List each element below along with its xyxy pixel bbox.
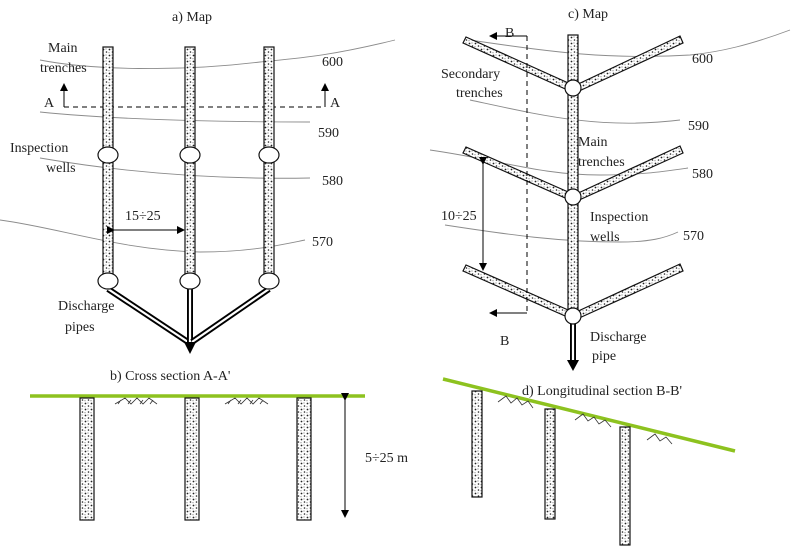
label-secondary-trenches-c-1: Secondary bbox=[441, 67, 500, 82]
inspection-well-a-5 bbox=[179, 272, 201, 290]
soil-hatch-d-1 bbox=[497, 395, 534, 409]
secondary-trench-c-3-left bbox=[462, 264, 576, 320]
contour-label-590-a: 590 bbox=[318, 126, 339, 141]
contour-600-c bbox=[469, 29, 791, 57]
label-main-trenches-a-2: trenches bbox=[40, 61, 87, 76]
trench-section-b-1 bbox=[79, 397, 95, 521]
inspection-well-a-3 bbox=[258, 146, 280, 164]
label-discharge-pipe-c-1: Discharge bbox=[590, 330, 647, 345]
label-inspection-wells-c-2: wells bbox=[590, 230, 620, 245]
contour-label-570-c: 570 bbox=[683, 229, 704, 244]
inspection-well-c-3 bbox=[564, 307, 582, 325]
ground-line-d bbox=[442, 377, 736, 453]
spacing-label-a: 15÷25 bbox=[125, 209, 161, 224]
contour-600-a bbox=[39, 39, 396, 70]
trench-section-d-2 bbox=[544, 408, 556, 520]
soil-hatch-d-2 bbox=[574, 413, 612, 428]
main-trench-c bbox=[567, 34, 579, 311]
inspection-well-a-6 bbox=[258, 272, 280, 290]
inspection-well-c-1 bbox=[564, 79, 582, 97]
inspection-well-a-1 bbox=[97, 146, 119, 164]
section-label-a-left: A bbox=[44, 96, 55, 111]
contour-label-570-a: 570 bbox=[312, 235, 333, 250]
label-inspection-wells-a-2: wells bbox=[46, 161, 76, 176]
section-label-a-right: A bbox=[330, 96, 341, 111]
soil-hatch-d-3 bbox=[646, 433, 673, 445]
trench-section-b-3 bbox=[296, 397, 312, 521]
secondary-trench-c-1-left bbox=[462, 36, 576, 93]
contour-590-a bbox=[39, 111, 311, 123]
label-secondary-trenches-c-2: trenches bbox=[456, 86, 503, 101]
label-discharge-pipes-a-2: pipes bbox=[65, 320, 95, 335]
contour-570-c bbox=[444, 224, 679, 243]
contour-label-580-a: 580 bbox=[322, 174, 343, 189]
discharge-arrow-c bbox=[567, 360, 579, 371]
panel-d-title: d) Longitudinal section B-B' bbox=[522, 384, 682, 399]
contour-label-600-a: 600 bbox=[322, 55, 343, 70]
secondary-trench-c-1-right bbox=[573, 35, 684, 93]
panel-b-title: b) Cross section A-A' bbox=[110, 369, 230, 384]
label-discharge-pipe-c-2: pipe bbox=[592, 349, 616, 364]
label-inspection-wells-a-1: Inspection bbox=[10, 141, 68, 156]
label-main-trenches-a-1: Main bbox=[48, 41, 78, 56]
soil-hatch-b-1 bbox=[114, 397, 158, 405]
contour-570-a bbox=[0, 219, 306, 253]
inspection-well-c-2 bbox=[564, 188, 582, 206]
contour-label-600-c: 600 bbox=[692, 52, 713, 67]
inspection-well-a-2 bbox=[179, 146, 201, 164]
soil-hatch-b-2 bbox=[224, 397, 269, 405]
section-label-b-top: B bbox=[505, 26, 514, 41]
contour-label-590-c: 590 bbox=[688, 119, 709, 134]
section-label-b-bottom: B bbox=[500, 334, 509, 349]
panel-b-cross-section: b) Cross section A-A' 5÷25 m bbox=[30, 369, 408, 521]
contour-label-580-c: 580 bbox=[692, 167, 713, 182]
label-discharge-pipes-a-1: Discharge bbox=[58, 299, 115, 314]
discharge-arrow-a bbox=[184, 342, 196, 354]
depth-label-b: 5÷25 m bbox=[365, 451, 408, 466]
panel-c-title: c) Map bbox=[568, 7, 608, 22]
panel-a-title: a) Map bbox=[172, 10, 212, 25]
discharge-pipe-a-1-core bbox=[107, 288, 189, 343]
panel-a-map: a) Map 600 590 580 570 A A bbox=[0, 10, 396, 354]
trench-section-b-2 bbox=[184, 397, 200, 521]
inspection-well-a-4 bbox=[97, 272, 119, 290]
panel-c-map: c) Map 600 590 580 570 B B 10÷25 bbox=[429, 7, 791, 371]
label-main-trenches-c-1: Main bbox=[578, 135, 608, 150]
label-main-trenches-c-2: trenches bbox=[578, 155, 625, 170]
secondary-trench-c-2-left bbox=[462, 146, 576, 202]
label-inspection-wells-c-1: Inspection bbox=[590, 210, 648, 225]
trench-section-d-3 bbox=[619, 426, 631, 546]
panel-d-longitudinal-section: d) Longitudinal section B-B' bbox=[442, 377, 736, 546]
secondary-trench-c-3-right bbox=[573, 263, 684, 320]
trench-section-d-1 bbox=[471, 390, 483, 498]
spacing-label-c: 10÷25 bbox=[441, 209, 477, 224]
discharge-pipe-a-3-core bbox=[191, 288, 270, 343]
